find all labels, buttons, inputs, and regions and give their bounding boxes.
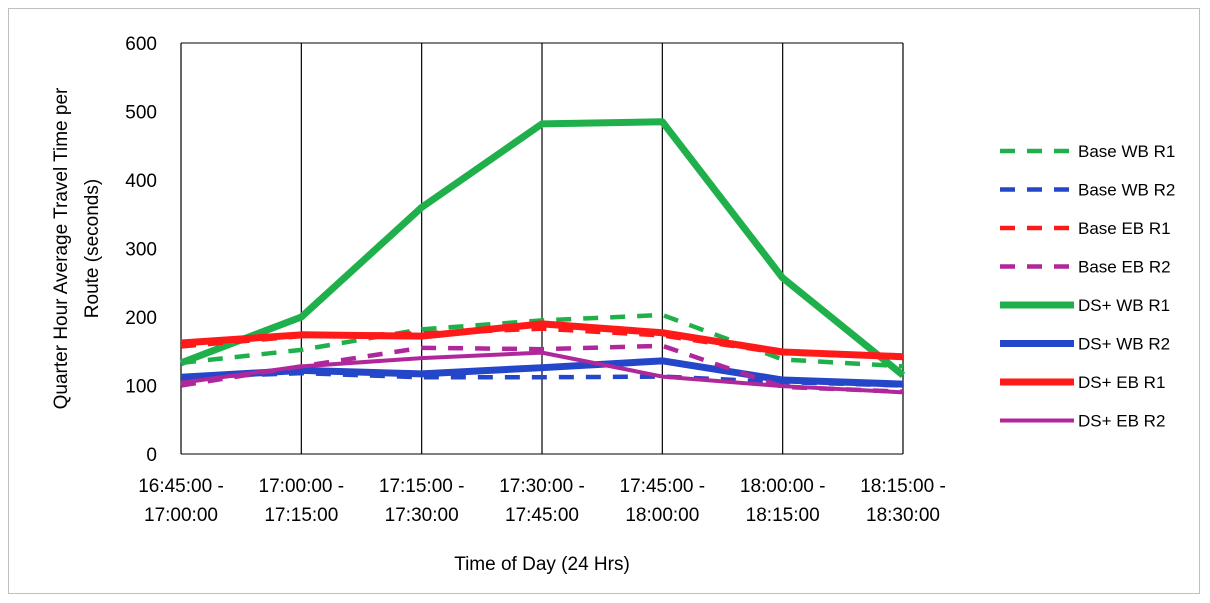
legend-label: Base EB R2 <box>1078 258 1171 277</box>
x-tick-label: 17:00:00 - 17:15:00 <box>259 476 345 526</box>
legend-label: DS+ WB R1 <box>1078 296 1170 315</box>
y-tick-label: 600 <box>125 34 157 55</box>
y-axis-title-line: Quarter Hour Average Travel Time per <box>51 87 72 409</box>
x-tick-line: 18:30:00 <box>866 505 940 526</box>
legend-label: DS+ EB R1 <box>1078 373 1165 392</box>
x-tick-line: 17:00:00 <box>144 505 218 526</box>
vertical-gridlines <box>181 43 903 454</box>
y-tick-label: 400 <box>125 171 157 192</box>
legend-label: DS+ EB R2 <box>1078 412 1165 431</box>
y-tick-label: 0 <box>146 445 157 466</box>
x-tick-line: 18:15:00 - <box>860 476 946 497</box>
x-tick-line: 18:00:00 - <box>740 476 826 497</box>
y-axis-title-line: Route (seconds) <box>82 179 103 318</box>
legend-label: Base EB R1 <box>1078 219 1171 238</box>
y-tick-label: 500 <box>125 103 157 124</box>
y-tick-label: 100 <box>125 377 157 398</box>
x-tick-label: 18:00:00 - 18:15:00 <box>740 476 826 526</box>
y-axis-ticks: 0 100 200 300 400 500 600 <box>125 34 157 466</box>
y-tick-label: 300 <box>125 240 157 261</box>
legend-label: Base WB R2 <box>1078 181 1175 200</box>
x-tick-line: 16:45:00 - <box>138 476 224 497</box>
x-axis-ticks: 16:45:00 - 17:00:00 17:00:00 - 17:15:00 17:1… <box>138 476 946 526</box>
x-tick-line: 17:45:00 - <box>620 476 706 497</box>
y-tick-label: 200 <box>125 308 157 329</box>
x-tick-line: 18:00:00 <box>625 505 699 526</box>
legend-label: Base WB R1 <box>1078 142 1175 161</box>
legend-label: DS+ WB R2 <box>1078 335 1170 354</box>
x-tick-line: 17:15:00 <box>264 505 338 526</box>
y-axis-title: Quarter Hour Average Travel Time per Rout… <box>51 87 103 409</box>
x-tick-line: 17:30:00 <box>385 505 459 526</box>
x-tick-label: 18:15:00 - 18:30:00 <box>860 476 946 526</box>
x-tick-line: 17:45:00 <box>505 505 579 526</box>
x-tick-label: 17:45:00 - 18:00:00 <box>620 476 706 526</box>
x-tick-line: 17:15:00 - <box>379 476 465 497</box>
x-tick-label: 17:30:00 - 17:45:00 <box>499 476 585 526</box>
x-tick-label: 16:45:00 - 17:00:00 <box>138 476 224 526</box>
x-tick-line: 17:30:00 - <box>499 476 585 497</box>
x-tick-line: 18:15:00 <box>746 505 820 526</box>
x-axis-title: Time of Day (24 Hrs) <box>454 554 630 575</box>
legend: Base WB R1 Base WB R2 Base EB R1 Base EB R2… <box>1000 142 1175 431</box>
x-tick-line: 17:00:00 - <box>259 476 345 497</box>
x-tick-label: 17:15:00 - 17:30:00 <box>379 476 465 526</box>
